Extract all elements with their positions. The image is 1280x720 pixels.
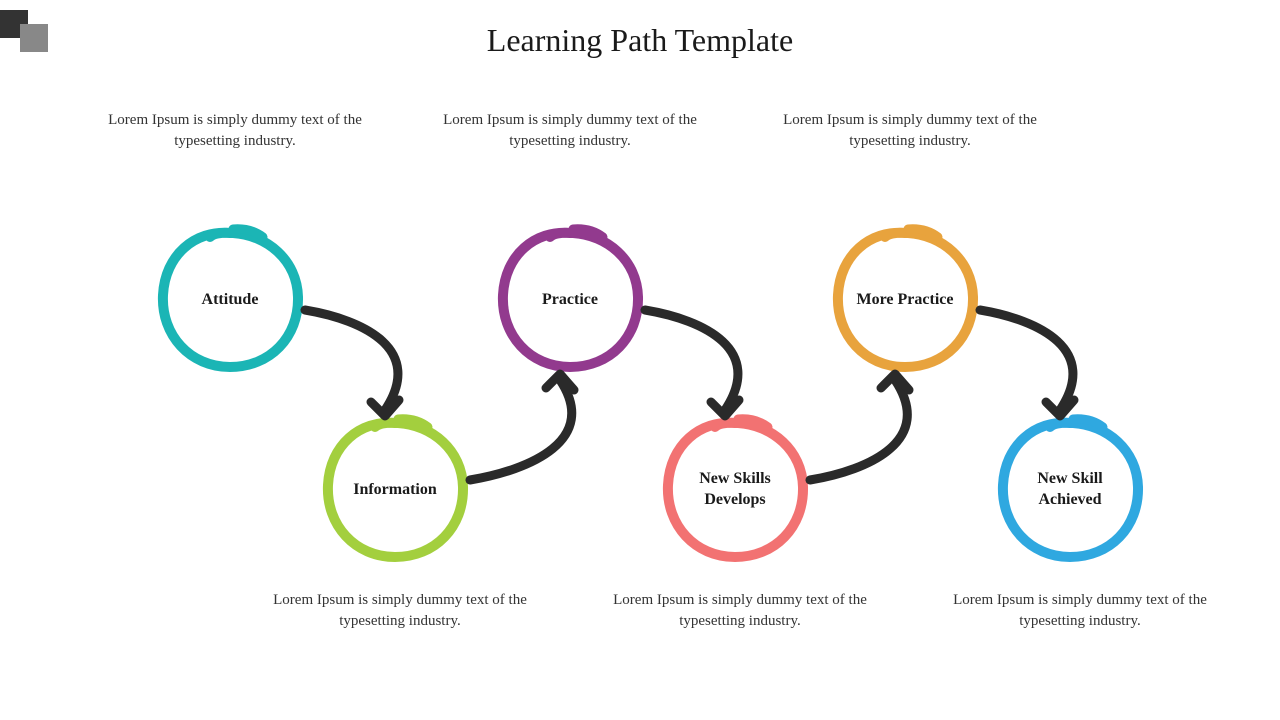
step-circle-0: Attitude — [145, 215, 315, 385]
step-circle-4: More Practice — [820, 215, 990, 385]
step-label-3: New Skills Develops — [675, 469, 795, 511]
step-label-2: Practice — [542, 290, 598, 311]
step-desc-4: Lorem Ipsum is simply dummy text of the … — [780, 110, 1040, 152]
step-circle-5: New Skill Achieved — [985, 405, 1155, 575]
step-circle-2: Practice — [485, 215, 655, 385]
step-desc-2: Lorem Ipsum is simply dummy text of the … — [440, 110, 700, 152]
step-circle-3: New Skills Develops — [650, 405, 820, 575]
step-label-5: New Skill Achieved — [1010, 469, 1130, 511]
step-desc-0: Lorem Ipsum is simply dummy text of the … — [105, 110, 365, 152]
step-desc-5: Lorem Ipsum is simply dummy text of the … — [950, 590, 1210, 632]
step-circle-1: Information — [310, 405, 480, 575]
step-label-1: Information — [353, 480, 437, 501]
page-title: Learning Path Template — [0, 22, 1280, 59]
step-desc-1: Lorem Ipsum is simply dummy text of the … — [270, 590, 530, 632]
step-label-0: Attitude — [202, 290, 259, 311]
step-desc-3: Lorem Ipsum is simply dummy text of the … — [610, 590, 870, 632]
step-label-4: More Practice — [857, 290, 954, 311]
